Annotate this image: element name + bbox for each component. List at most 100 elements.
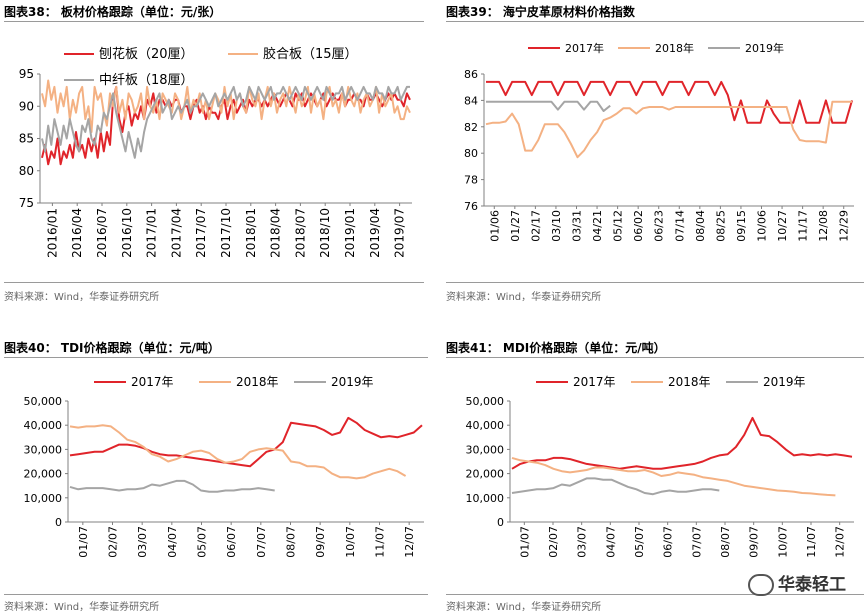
x-tick-label: 11/07 <box>805 526 818 558</box>
legend-label-1: 2017年 <box>131 375 174 389</box>
series-line-2 <box>69 424 407 480</box>
x-tick-label: 2018/10 <box>318 208 332 258</box>
series-line-3 <box>69 479 275 493</box>
panel-fig38: 图表38： 板材价格跟踪（单位：元/张） 75 80 85 90 95 2016/01 20… <box>4 0 424 303</box>
legend-label-2: 胶合板（15厘） <box>263 46 358 62</box>
x-tick-label: 10/27 <box>776 210 789 242</box>
x-tick-label: 2018/04 <box>269 208 283 258</box>
y-tick-label: 40,000 <box>466 419 505 432</box>
source-rule <box>446 282 864 283</box>
source-rule <box>446 594 864 595</box>
y-tick-label: 30,000 <box>24 443 63 456</box>
series-line-3 <box>511 477 720 496</box>
x-tick-label: 2018/01 <box>244 208 258 258</box>
title-rule <box>4 21 424 22</box>
legend-label-3: 2019年 <box>745 41 784 55</box>
x-tick-label: 10/07 <box>344 526 357 558</box>
x-tick-label: 06/02 <box>632 210 645 242</box>
x-tick-label: 2016/01 <box>45 208 59 258</box>
chart-fig41: 0 10,000 20,000 30,000 40,000 50,000 01/07 02/0… <box>466 375 854 558</box>
y-tick-label: 85 <box>19 132 34 146</box>
x-tick-label: 04/07 <box>166 526 179 558</box>
legend-label-1: 2017年 <box>573 375 616 389</box>
series-line-2 <box>485 100 852 159</box>
x-tick-label: 12/07 <box>403 526 416 558</box>
x-tick-label: 01/07 <box>518 526 531 558</box>
panel-fig40: 图表40： TDI价格跟踪（单位：元/吨） 0 10,000 20,000 30,00… <box>4 336 428 616</box>
x-tick-label: 06/07 <box>225 526 238 558</box>
x-tick-label: 04/07 <box>604 526 617 558</box>
x-tick-label: 12/29 <box>838 210 851 242</box>
source-note: 资料来源：Wind，华泰证券研究所 <box>446 602 602 613</box>
y-tick-label: 10,000 <box>24 492 63 505</box>
y-tick-label: 80 <box>464 147 478 160</box>
series-line-3 <box>486 100 611 112</box>
x-tick-label: 08/25 <box>714 210 727 242</box>
legend-label-1: 2017年 <box>565 41 604 55</box>
x-tick-label: 04/21 <box>591 210 604 242</box>
y-tick-label: 10,000 <box>466 492 505 505</box>
source-note: 资料来源：Wind，华泰证券研究所 <box>4 292 160 303</box>
y-tick-label: 20,000 <box>24 468 63 481</box>
x-tick-label: 08/07 <box>285 526 298 558</box>
x-tick-label: 09/07 <box>314 526 327 558</box>
figure-title: 图表39： 海宁皮革原材料价格指数 <box>446 5 635 19</box>
x-tick-label: 01/07 <box>77 526 90 558</box>
x-tick-label: 2019/01 <box>343 208 357 258</box>
y-tick-label: 40,000 <box>24 419 63 432</box>
title-rule <box>446 357 864 358</box>
watermark: 华泰轻工 <box>748 570 846 596</box>
x-tick-label: 05/07 <box>633 526 646 558</box>
legend-label-3: 2019年 <box>331 375 374 389</box>
x-tick-label: 02/17 <box>529 210 542 242</box>
x-tick-label: 05/12 <box>612 210 625 242</box>
x-tick-label: 2019/07 <box>393 208 407 258</box>
y-tick-label: 30,000 <box>466 443 505 456</box>
x-tick-label: 01/27 <box>509 210 522 242</box>
x-tick-label: 08/07 <box>719 526 732 558</box>
x-tick-label: 2017/10 <box>219 208 233 258</box>
y-tick-label: 86 <box>464 68 478 81</box>
series-line-3 <box>41 85 410 159</box>
figure-title: 图表38： 板材价格跟踪（单位：元/张） <box>4 5 222 19</box>
source-rule <box>4 594 428 595</box>
series-line-1 <box>69 416 423 468</box>
y-tick-label: 90 <box>19 99 34 113</box>
chart-fig40: 0 10,000 20,000 30,000 40,000 50,000 01/07 02/0… <box>24 375 424 558</box>
x-tick-label: 2016/07 <box>95 208 109 258</box>
source-note: 资料来源：Wind，华泰证券研究所 <box>446 292 602 303</box>
panel-fig39: 图表39： 海宁皮革原材料价格指数 76 78 80 82 84 86 01/06 01/27… <box>446 0 864 303</box>
x-tick-label: 12/07 <box>834 526 847 558</box>
x-tick-label: 11/17 <box>797 210 810 242</box>
y-tick-label: 75 <box>19 196 34 210</box>
y-tick-label: 82 <box>464 121 478 134</box>
chart-fig38: 75 80 85 90 95 2016/01 2016/04 2016/07 2016/10 20… <box>19 46 412 258</box>
y-tick-label: 76 <box>464 200 478 213</box>
title-rule <box>4 357 428 358</box>
figure-title: 图表40： TDI价格跟踪（单位：元/吨） <box>4 341 220 355</box>
y-tick-label: 50,000 <box>24 395 63 408</box>
x-tick-label: 12/08 <box>817 210 830 242</box>
x-tick-label: 07/07 <box>690 526 703 558</box>
title-rule <box>446 21 864 22</box>
legend-label-2: 2018年 <box>655 41 694 55</box>
watermark-text: 华泰轻工 <box>778 575 846 595</box>
legend-label-3: 2019年 <box>763 375 806 389</box>
legend-label-1: 刨花板（20厘） <box>99 46 194 62</box>
x-tick-label: 2017/04 <box>169 208 183 258</box>
x-tick-label: 2017/07 <box>194 208 208 258</box>
y-tick-label: 0 <box>55 516 62 529</box>
x-tick-label: 2019/04 <box>368 208 382 258</box>
x-tick-label: 07/14 <box>673 210 686 242</box>
y-tick-label: 78 <box>464 174 478 187</box>
series-line-1 <box>41 85 411 166</box>
x-tick-label: 03/31 <box>571 210 584 242</box>
x-tick-label: 09/15 <box>735 210 748 242</box>
wechat-icon <box>748 574 774 596</box>
figure-title: 图表41： MDI价格跟踪（单位：元/吨） <box>446 341 666 355</box>
y-tick-label: 50,000 <box>466 395 505 408</box>
series-line-1 <box>511 416 853 470</box>
legend-label-3: 中纤板（18厘） <box>99 73 194 88</box>
x-tick-label: 2017/01 <box>145 208 159 258</box>
x-tick-label: 09/07 <box>748 526 761 558</box>
